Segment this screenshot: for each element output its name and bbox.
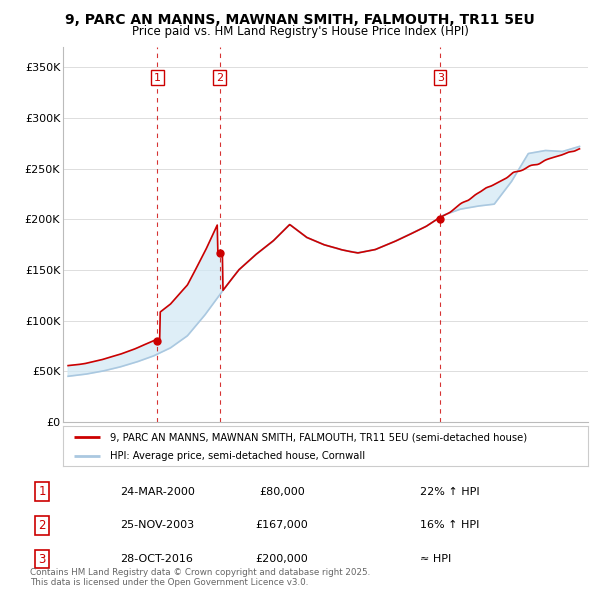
Text: £200,000: £200,000	[256, 554, 308, 564]
Text: 9, PARC AN MANNS, MAWNAN SMITH, FALMOUTH, TR11 5EU (semi-detached house): 9, PARC AN MANNS, MAWNAN SMITH, FALMOUTH…	[110, 432, 527, 442]
Text: 1: 1	[154, 73, 161, 83]
Text: 28-OCT-2016: 28-OCT-2016	[120, 554, 193, 564]
Text: 3: 3	[38, 552, 46, 566]
Text: 16% ↑ HPI: 16% ↑ HPI	[420, 520, 479, 530]
Text: 1: 1	[38, 485, 46, 499]
Text: ≈ HPI: ≈ HPI	[420, 554, 451, 564]
Text: Contains HM Land Registry data © Crown copyright and database right 2025.
This d: Contains HM Land Registry data © Crown c…	[30, 568, 370, 587]
Text: 25-NOV-2003: 25-NOV-2003	[120, 520, 194, 530]
Text: 3: 3	[437, 73, 444, 83]
Text: 2: 2	[38, 519, 46, 532]
Text: £167,000: £167,000	[256, 520, 308, 530]
Text: HPI: Average price, semi-detached house, Cornwall: HPI: Average price, semi-detached house,…	[110, 451, 365, 461]
Text: £80,000: £80,000	[259, 487, 305, 497]
Text: 24-MAR-2000: 24-MAR-2000	[120, 487, 195, 497]
Text: 2: 2	[216, 73, 223, 83]
Text: 22% ↑ HPI: 22% ↑ HPI	[420, 487, 479, 497]
Text: 9, PARC AN MANNS, MAWNAN SMITH, FALMOUTH, TR11 5EU: 9, PARC AN MANNS, MAWNAN SMITH, FALMOUTH…	[65, 13, 535, 27]
Text: Price paid vs. HM Land Registry's House Price Index (HPI): Price paid vs. HM Land Registry's House …	[131, 25, 469, 38]
